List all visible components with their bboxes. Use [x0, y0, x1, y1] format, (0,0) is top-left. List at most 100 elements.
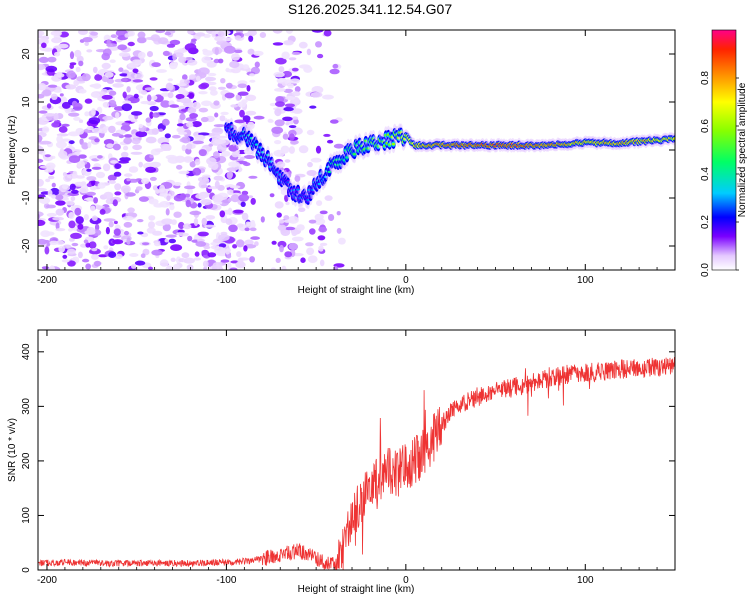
- noise-blob: [253, 50, 264, 57]
- noise-blob: [85, 242, 91, 248]
- snr-x-axis-label: Height of straight line (km): [298, 584, 415, 595]
- noise-blob: [123, 137, 133, 145]
- noise-blob: [181, 252, 190, 259]
- noise-blob: [47, 56, 57, 63]
- snr-axes: -200 -100 0 100 0 100 200 300 400: [21, 330, 676, 586]
- noise-blob: [225, 248, 230, 256]
- noise-blob: [219, 115, 226, 122]
- noise-blob: [203, 245, 211, 250]
- noise-blob: [191, 121, 202, 128]
- noise-blob: [82, 258, 90, 263]
- noise-blob: [234, 49, 243, 54]
- noise-blob: [73, 79, 80, 87]
- noise-blob: [90, 186, 97, 191]
- noise-blob: [68, 220, 76, 229]
- noise-blob: [138, 196, 149, 202]
- noise-blob: [181, 136, 191, 144]
- noise-blob: [169, 104, 180, 108]
- noise-blob: [112, 143, 121, 151]
- noise-blob: [152, 230, 163, 236]
- noise-blob: [51, 194, 56, 199]
- noise-blob: [108, 99, 117, 107]
- noise-blob: [211, 127, 224, 135]
- noise-blob: [135, 131, 148, 138]
- noise-blob: [289, 133, 295, 141]
- noise-blob: [298, 207, 306, 212]
- noise-blob: [226, 262, 232, 269]
- noise-blob: [309, 228, 316, 235]
- noise-blob: [44, 246, 50, 255]
- noise-blob: [114, 163, 122, 170]
- noise-blob: [68, 212, 75, 219]
- noise-blob: [198, 67, 210, 75]
- noise-blob: [130, 151, 143, 155]
- noise-blob: [225, 184, 230, 188]
- noise-blob: [169, 204, 175, 211]
- noise-blob: [130, 119, 138, 123]
- noise-blob: [308, 219, 317, 224]
- noise-blob: [88, 241, 97, 249]
- noise-blob: [328, 214, 335, 221]
- noise-blob: [141, 177, 150, 185]
- noise-blob: [247, 30, 257, 36]
- noise-blob: [283, 219, 293, 223]
- noise-blob: [311, 30, 324, 33]
- noise-blob: [44, 154, 51, 158]
- noise-blob: [231, 53, 240, 61]
- noise-blob: [159, 184, 166, 193]
- noise-blob: [122, 216, 134, 221]
- noise-blob: [86, 49, 93, 53]
- noise-blob: [123, 145, 129, 151]
- noise-blob: [55, 208, 65, 216]
- noise-blob: [122, 100, 132, 104]
- colorbar-tick-label: 0.6: [700, 119, 711, 133]
- colorbar-axis: 0.0 0.2 0.4 0.6 0.8: [700, 71, 739, 277]
- noise-blob: [165, 82, 174, 91]
- noise-blob: [274, 119, 285, 127]
- noise-blob: [169, 39, 181, 46]
- noise-blob: [49, 240, 59, 245]
- noise-blob: [148, 221, 155, 229]
- noise-blob: [176, 164, 183, 170]
- noise-blob: [333, 265, 339, 270]
- noise-blob: [86, 176, 97, 181]
- noise-blob: [307, 255, 318, 263]
- noise-blob: [161, 118, 170, 126]
- noise-blob: [134, 73, 143, 80]
- noise-blob: [202, 260, 209, 268]
- noise-blob: [194, 134, 206, 140]
- noise-blob: [38, 219, 46, 226]
- noise-blob: [292, 108, 303, 114]
- noise-blob: [137, 231, 144, 235]
- noise-blob: [187, 187, 193, 196]
- noise-blob: [248, 35, 254, 42]
- noise-blob: [200, 116, 209, 123]
- noise-blob: [132, 59, 141, 64]
- noise-blob: [230, 67, 241, 74]
- noise-blob: [213, 175, 224, 181]
- noise-blob: [173, 211, 182, 218]
- noise-blob: [101, 62, 111, 70]
- noise-blob: [38, 110, 48, 114]
- noise-blob: [106, 43, 118, 47]
- noise-blob: [212, 262, 223, 269]
- noise-blob: [170, 257, 176, 262]
- noise-blob: [151, 249, 163, 256]
- noise-blob: [114, 253, 123, 259]
- noise-blob: [99, 209, 106, 215]
- noise-blob: [132, 144, 143, 151]
- noise-blob: [235, 239, 245, 248]
- noise-blob: [336, 211, 341, 216]
- noise-blob: [329, 68, 340, 75]
- noise-blob: [226, 253, 232, 259]
- snr-frame: [37, 329, 676, 571]
- noise-blob: [133, 93, 139, 99]
- noise-blob: [84, 98, 93, 104]
- noise-blob: [227, 189, 234, 196]
- noise-blob: [109, 59, 116, 63]
- noise-blob: [162, 223, 171, 232]
- spectrogram-x-tick-label: 100: [577, 275, 594, 286]
- noise-blob: [52, 216, 64, 221]
- noise-blob: [205, 215, 216, 220]
- noise-blob: [274, 108, 282, 117]
